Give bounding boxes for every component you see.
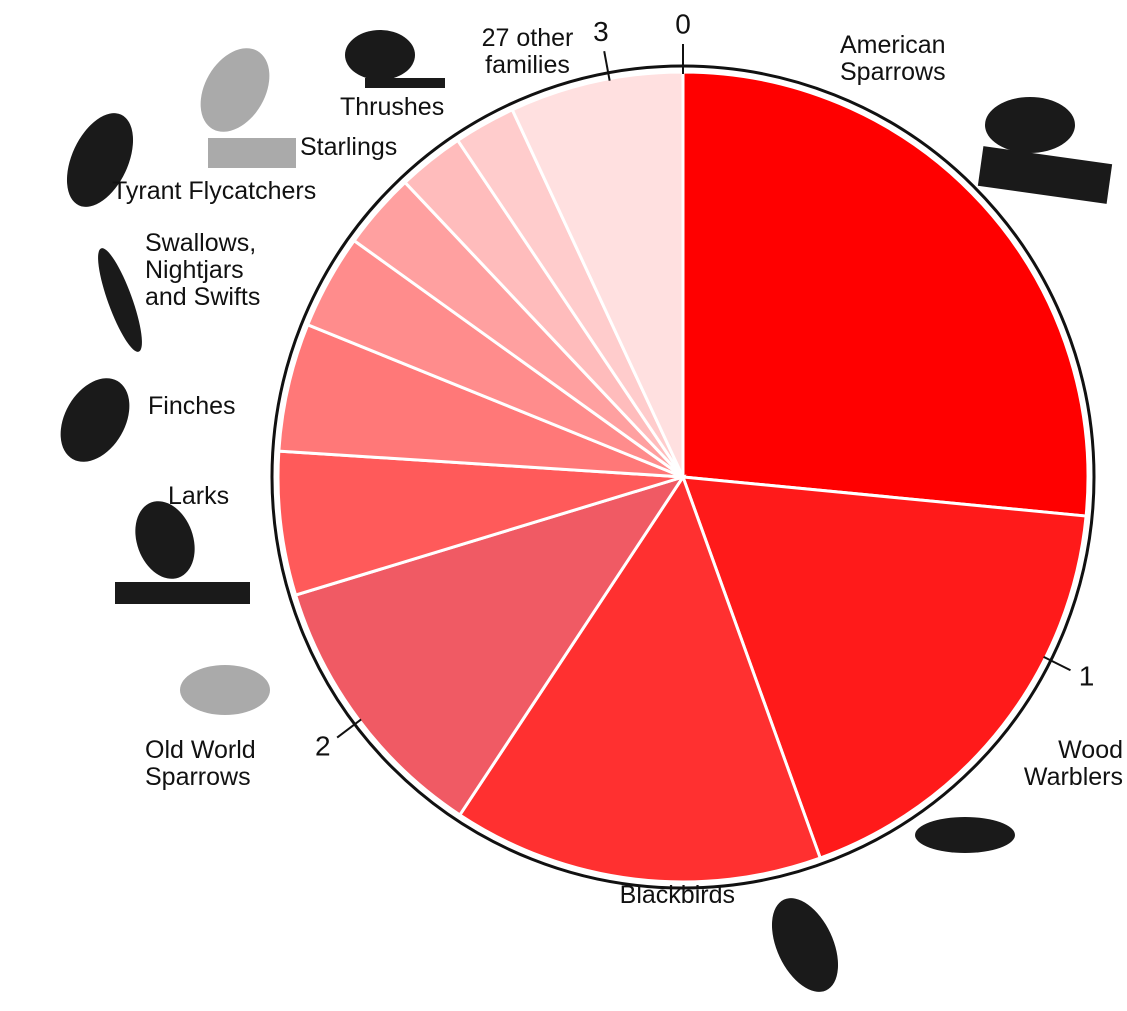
slice-label: Finches	[148, 392, 236, 420]
bird-icon	[66, 113, 134, 207]
bird-icon	[60, 378, 130, 462]
grey-silhouettes	[180, 48, 296, 715]
slice-label: Starlings	[300, 133, 398, 161]
ring-tick	[1043, 655, 1071, 672]
bird-silhouettes	[60, 30, 1113, 992]
slice-label: American Sparrows	[840, 31, 946, 86]
slice-label: Swallows, Nightjars and Swifts	[145, 229, 261, 311]
slice-label: Larks	[168, 482, 230, 510]
ring-tick-label: 3	[593, 16, 609, 47]
pie-slice	[457, 473, 823, 884]
ring-tick-label: 2	[315, 731, 331, 762]
ring-tick-label: 0	[675, 8, 691, 39]
bird-icon	[180, 665, 270, 715]
pie-slice	[276, 449, 684, 597]
pie-slice	[510, 70, 685, 478]
pie-slice	[680, 475, 1088, 860]
slice-label: Thrushes	[340, 93, 445, 121]
slice-label: Wood Warblers	[1023, 736, 1123, 791]
pie-slice	[681, 70, 1090, 518]
bird-icon	[985, 97, 1075, 153]
slice-label: 27 other families	[481, 24, 574, 79]
perch	[115, 582, 250, 604]
ring-tick-label: 1	[1079, 661, 1095, 692]
perch	[365, 78, 445, 88]
pie-slice	[293, 474, 687, 818]
slice-label: Tyrant Flycatchers	[112, 177, 317, 205]
bird-icon	[135, 501, 195, 579]
bird-icon	[98, 248, 142, 352]
perch	[208, 138, 296, 168]
bird-icon	[771, 898, 839, 992]
ring-tick	[336, 718, 362, 739]
bird-icon	[345, 30, 415, 80]
bird-icon	[200, 48, 270, 132]
perch	[977, 146, 1113, 204]
slice-label: Old World Sparrows	[145, 736, 256, 791]
bird-icon	[915, 817, 1015, 853]
ring-tick	[603, 51, 611, 81]
slice-label: Blackbirds	[619, 881, 735, 909]
